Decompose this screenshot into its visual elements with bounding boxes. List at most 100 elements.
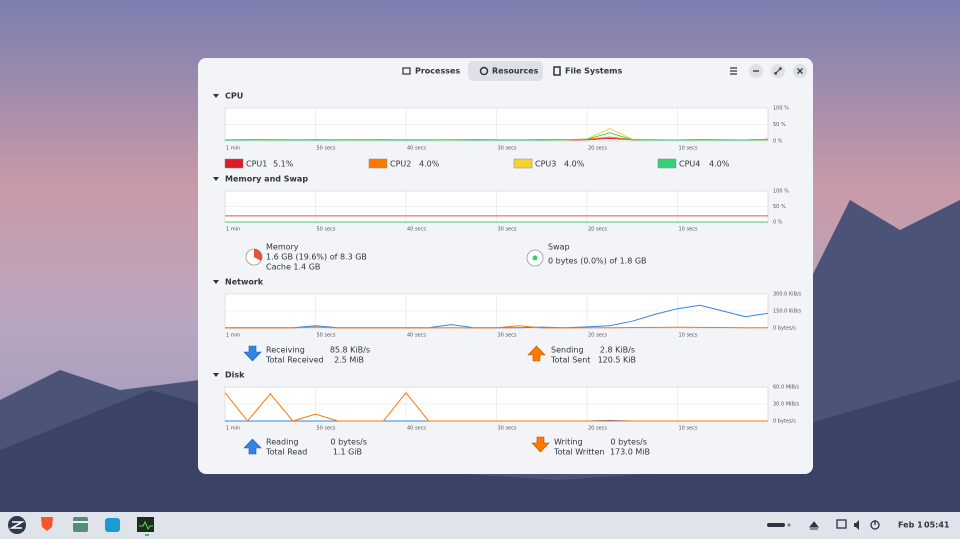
x-tick-label: 30 secs [498, 333, 517, 339]
read-icon [243, 438, 262, 455]
browser-icon[interactable] [41, 517, 53, 531]
volume-icon[interactable] [854, 520, 859, 530]
rate: 85.8 KiB/s [330, 346, 370, 355]
x-tick-label: 20 secs [588, 426, 607, 432]
taskbar-bg [0, 512, 960, 539]
tab[interactable]: Resources [492, 67, 539, 76]
taskbar: Feb 1 05:41 [0, 512, 960, 539]
legend-name: Reading [266, 438, 298, 447]
y-tick-label: 60.0 MiB/s [773, 385, 800, 391]
total: 2.5 MiB [334, 356, 364, 365]
x-tick-label: 50 secs [317, 146, 336, 152]
y-tick-label: 0 % [773, 139, 783, 145]
x-tick-label: 50 secs [317, 426, 336, 432]
legend-value: 4.0% [709, 160, 730, 169]
series-line [224, 391, 768, 422]
tab[interactable]: Processes [415, 67, 460, 76]
x-tick-label: 40 secs [407, 227, 426, 233]
workspace-indicator[interactable] [767, 523, 785, 527]
legend-name: Writing [554, 438, 583, 447]
y-tick-label: 300.0 KiB/s [773, 292, 802, 298]
x-tick-label: 50 secs [317, 333, 336, 339]
legend-name: CPU3 [535, 160, 556, 169]
x-tick-label: 10 secs [679, 333, 698, 339]
x-tick-label: 20 secs [588, 333, 607, 339]
total-label: Total Received [265, 356, 324, 365]
y-tick-label: 0 bytes/s [773, 419, 796, 425]
collapse-arrow [213, 94, 219, 98]
time[interactable]: 05:41 [924, 521, 950, 530]
y-tick-label: 0 bytes/s [773, 326, 796, 332]
processes-icon [402, 67, 411, 75]
x-tick-label: 40 secs [407, 146, 426, 152]
y-tick-label: 100 % [773, 106, 789, 112]
x-tick-label: 1 min [226, 227, 240, 233]
x-tick-label: 30 secs [498, 146, 517, 152]
x-tick-label: 30 secs [498, 227, 517, 233]
monitor-icon[interactable] [137, 517, 154, 532]
x-tick-label: 10 secs [679, 227, 698, 233]
x-tick-label: 50 secs [317, 227, 336, 233]
series-line [225, 325, 768, 329]
x-tick-label: 40 secs [407, 333, 426, 339]
memory-detail: 1.6 GB (19.6%) of 8.3 GB [266, 253, 367, 262]
x-tick-label: 1 min [226, 333, 240, 339]
y-tick-label: 150.0 KiB/s [773, 309, 802, 315]
tab[interactable]: File Systems [565, 67, 622, 76]
legend-swatch [368, 158, 388, 169]
y-tick-label: 30.0 MiB/s [773, 402, 800, 408]
write-icon [531, 436, 550, 453]
x-tick-label: 1 min [226, 426, 240, 432]
legend-value: 4.0% [419, 160, 440, 169]
legend-name: CPU1 [246, 160, 267, 169]
section-title: Memory and Swap [225, 175, 308, 184]
menu-button[interactable] [730, 67, 737, 75]
date[interactable]: Feb 1 [898, 521, 923, 530]
swap-detail: 0 bytes (0.0%) of 1.8 GB [548, 257, 647, 266]
total-label: Total Sent [550, 356, 590, 365]
send-icon [527, 345, 546, 362]
legend-name: Swap [548, 243, 570, 252]
legend-name: Memory [266, 243, 299, 252]
active-tab-bg [468, 61, 543, 81]
legend-swatch [657, 158, 677, 169]
y-tick-label: 0 % [773, 220, 783, 226]
total: 173.0 MiB [610, 448, 650, 457]
eject-icon[interactable] [808, 521, 820, 530]
section-title: Network [225, 278, 264, 287]
receive-icon [243, 345, 262, 362]
y-tick-label: 100 % [773, 189, 789, 195]
screen-icon[interactable] [836, 519, 847, 529]
x-tick-label: 10 secs [679, 426, 698, 432]
legend-name: Sending [551, 346, 584, 355]
legend-name: CPU2 [390, 160, 411, 169]
filesystems-icon [553, 66, 561, 76]
total: 120.5 KiB [598, 356, 636, 365]
y-tick-label: 50 % [773, 204, 786, 210]
x-tick-label: 20 secs [588, 146, 607, 152]
files-icon[interactable] [73, 517, 88, 532]
legend-name: CPU4 [679, 160, 700, 169]
resources-icon [479, 66, 489, 76]
x-tick-label: 40 secs [407, 426, 426, 432]
rate: 0 bytes/s [330, 438, 367, 447]
legend-swatch [513, 158, 533, 169]
graphs: CPU 100 % 50 % 0 % 1 min 50 secs 40 secs 30 sec… [213, 92, 802, 432]
disk-legend: Reading 0 bytes/s Total Read 1.1 GiB Wri… [243, 436, 650, 457]
total: 1.1 GiB [333, 448, 362, 457]
rate: 2.8 KiB/s [600, 346, 635, 355]
x-tick-label: 10 secs [679, 146, 698, 152]
legend-swatch [224, 158, 244, 169]
memory-legend: Memory 1.6 GB (19.6%) of 8.3 GB Cache 1.… [245, 243, 647, 272]
x-tick-label: 30 secs [498, 426, 517, 432]
x-tick-label: 20 secs [588, 227, 607, 233]
rate: 0 bytes/s [610, 438, 647, 447]
store-icon[interactable] [105, 518, 120, 532]
legend-value: 5.1% [273, 160, 294, 169]
total-label: Total Written [553, 448, 605, 457]
collapse-arrow [213, 280, 219, 284]
y-tick-label: 50 % [773, 122, 786, 128]
x-tick-label: 1 min [226, 146, 240, 152]
total-label: Total Read [265, 448, 307, 457]
section-title: CPU [225, 92, 243, 101]
